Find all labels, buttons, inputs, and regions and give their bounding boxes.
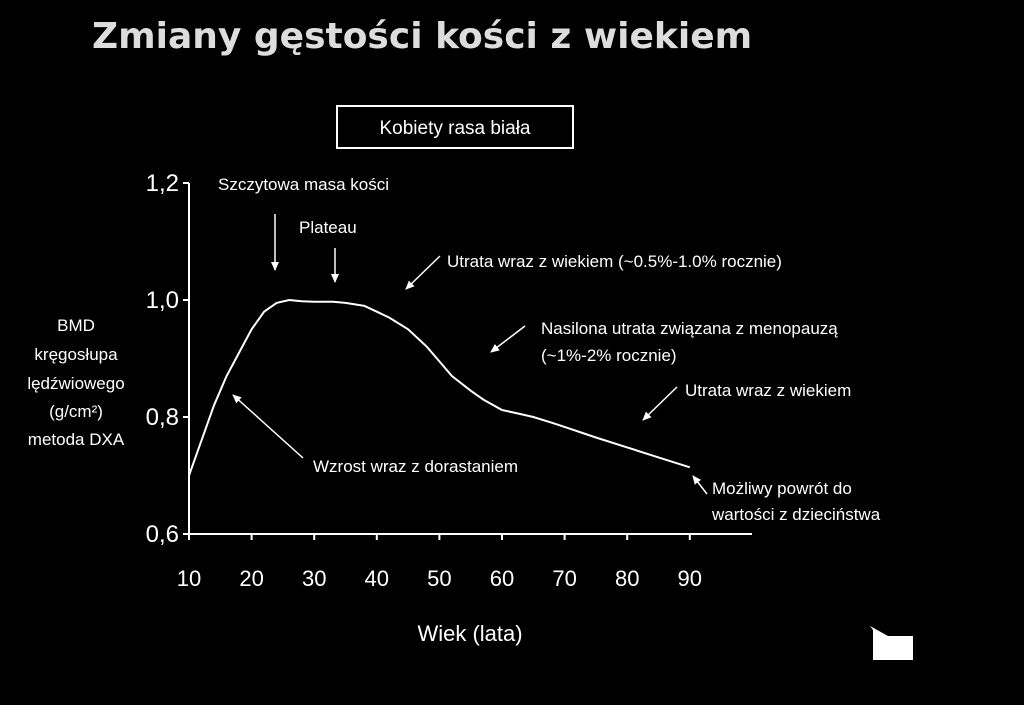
legend-label: Kobiety rasa biała <box>379 118 530 139</box>
arrow-growth <box>232 394 304 459</box>
annotation-peak-bone-mass: Szczytowa masa kości <box>218 175 389 194</box>
corner-decoration <box>870 626 913 660</box>
y-axis-label-line-1: BMD <box>57 316 95 335</box>
y-axis-label-line-5: metoda DXA <box>28 430 125 449</box>
x-tick-label: 40 <box>365 566 389 591</box>
x-tick-label: 70 <box>552 566 576 591</box>
x-tick-label: 30 <box>302 566 326 591</box>
arrow-menopause-loss <box>490 325 526 353</box>
x-axis-label: Wiek (lata) <box>417 621 522 646</box>
y-axis-label-line-4: (g/cm²) <box>49 402 103 421</box>
x-tick-label: 50 <box>427 566 451 591</box>
arrow-late-age-loss <box>642 386 678 421</box>
x-axis-ticks: 10 20 30 40 50 60 70 80 90 <box>177 534 702 591</box>
y-axis-label-line-3: lędźwiowego <box>27 374 124 393</box>
bmd-series-line <box>188 298 691 476</box>
annotation-late-age-loss: Utrata wraz z wiekiem <box>685 381 851 400</box>
page-title: Zmiany gęstości kości z wiekiem <box>92 16 752 57</box>
legend-box <box>336 105 574 149</box>
y-tick-label: 1,2 <box>146 170 179 197</box>
y-tick-label: 0,6 <box>146 521 179 548</box>
x-tick-label: 80 <box>615 566 639 591</box>
y-axis-label: BMD kręgosłupa lędźwiowego (g/cm²) metod… <box>27 316 125 449</box>
x-tick-label: 20 <box>239 566 263 591</box>
x-tick-label: 10 <box>177 566 201 591</box>
x-tick-label: 90 <box>678 566 702 591</box>
y-axis-label-line-2: kręgosłupa <box>34 345 118 364</box>
annotation-return-line-2: wartości z dzieciństwa <box>711 505 881 524</box>
annotation-growth: Wzrost wraz z dorastaniem <box>313 457 518 476</box>
y-axis-ticks: 0,6 0,8 1,0 1,2 <box>146 170 189 548</box>
annotation-menopause-loss: Nasilona utrata związana z menopauzą <box>541 319 838 338</box>
annotation-return-line-1: Możliwy powrót do <box>712 479 852 498</box>
y-tick-label: 1,0 <box>146 287 179 314</box>
annotation-plateau: Plateau <box>299 218 357 237</box>
annotation-menopause-rate: (~1%-2% rocznie) <box>541 346 677 365</box>
arrow-return <box>692 475 708 495</box>
y-tick-label: 0,8 <box>146 404 179 431</box>
annotation-age-loss: Utrata wraz z wiekiem (~0.5%-1.0% roczni… <box>447 252 782 271</box>
arrow-age-loss <box>405 255 441 290</box>
x-tick-label: 60 <box>490 566 514 591</box>
